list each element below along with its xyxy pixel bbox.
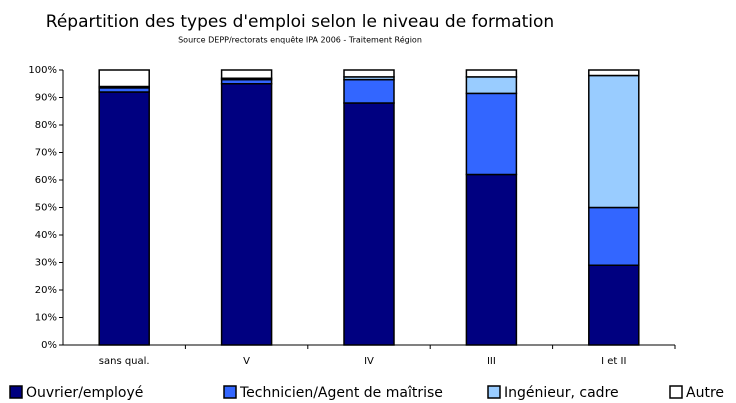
y-tick-label: 10% [35, 313, 57, 324]
bar-segment [465, 69, 518, 78]
bar-segment [343, 69, 395, 78]
bar-segment [588, 264, 640, 346]
x-tick-label: IV [364, 356, 374, 367]
y-tick-label: 70% [35, 148, 57, 159]
legend-label: Ingénieur, cadre [504, 385, 619, 401]
x-tick-label: sans qual. [99, 356, 150, 367]
bar-segment [588, 69, 640, 77]
y-tick-label: 30% [35, 258, 57, 269]
y-tick-label: 60% [35, 175, 57, 186]
y-tick-label: 40% [35, 230, 57, 241]
bar-segment [465, 92, 518, 176]
y-tick-label: 80% [35, 120, 57, 131]
y-tick-label: 90% [35, 93, 57, 104]
bar-segment [465, 76, 518, 95]
legend-label: Autre [686, 385, 724, 401]
legend-swatch [669, 385, 683, 399]
x-tick-label: III [487, 356, 496, 367]
bar-segment [98, 91, 150, 346]
bar-segment [220, 83, 273, 346]
bar-segment [588, 74, 640, 209]
chart-subtitle: Source DEPP/rectorats enquête IPA 2006 -… [178, 35, 422, 45]
legend-swatch [9, 385, 23, 399]
x-tick-label: V [243, 356, 250, 367]
legend-label: Ouvrier/employé [26, 385, 143, 401]
bar-segment [343, 102, 395, 346]
y-tick-label: 100% [28, 65, 57, 76]
bar-segment [98, 69, 150, 88]
y-tick-label: 0% [41, 340, 57, 351]
bar-segment [588, 206, 640, 266]
y-tick-label: 50% [35, 203, 57, 214]
legend-swatch [487, 385, 501, 399]
y-tick-label: 20% [35, 285, 57, 296]
legend-label: Technicien/Agent de maîtrise [239, 385, 443, 401]
legend-swatch [223, 385, 237, 399]
bar-segment [343, 78, 395, 104]
x-tick-label: I et II [601, 356, 626, 367]
chart-title: Répartition des types d'emploi selon le … [46, 12, 554, 32]
bar-segment [220, 69, 273, 79]
bar-segment [465, 173, 518, 346]
